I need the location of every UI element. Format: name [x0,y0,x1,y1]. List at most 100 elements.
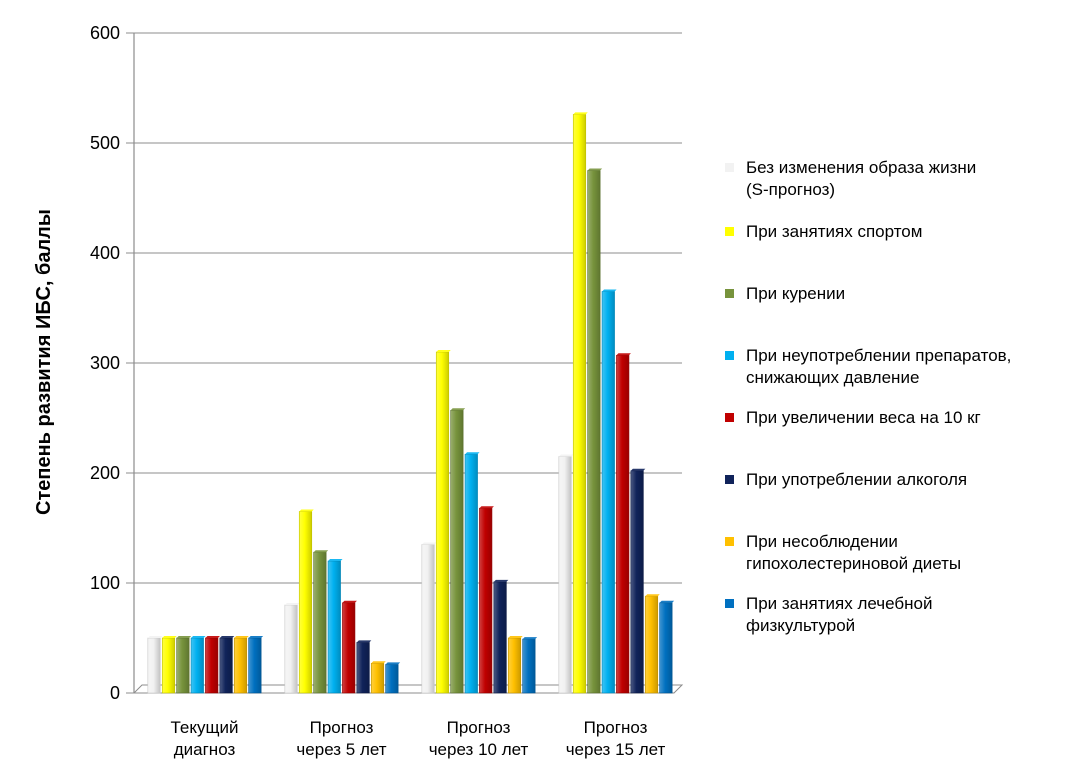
bar-body [435,351,450,694]
bar-body [190,637,204,694]
bar [479,506,494,694]
y-axis-label: Степень развития ИБС, баллы [33,209,55,515]
legend-label: При употреблении алкоголя [746,470,968,489]
bar [522,637,538,694]
bar-body [385,664,399,694]
legend-item: При занятиях спортом [725,221,1076,243]
bar-body [219,637,233,694]
category-label: Прогноз через 10 лет [429,718,529,759]
bar [385,662,401,694]
y-tick-label: 500 [90,133,120,153]
bar-top [522,637,538,640]
bar-top [205,636,220,638]
bar-body [284,604,298,694]
bar-top [176,636,192,638]
bar-top [573,112,588,115]
bar-body [587,170,601,694]
bar [421,542,437,694]
bar-body [558,456,572,694]
bar-body [644,595,659,694]
bar-top [645,594,660,597]
bar-top [313,550,329,553]
bar [190,636,206,694]
bar-top [616,353,631,356]
bar-top [558,454,574,457]
legend-label: При неупотреблении препаратов, снижающих … [746,346,1012,387]
bar-body [659,602,673,694]
legend-label: При увеличении веса на 10 кг [746,408,981,427]
legend-swatch [725,537,734,546]
bar-body [248,637,262,694]
bar [233,636,249,694]
bar-top [371,661,386,664]
bar-top [465,452,480,455]
axes [126,32,684,694]
bar [298,509,314,694]
bar-top [587,168,603,171]
category-label: Текущий диагноз [171,718,239,759]
bar-body [616,354,630,694]
legend-item: Без изменения образа жизни (S-прогноз) [725,157,1076,201]
legend-swatch [725,351,734,360]
y-tick-labels: 0 100 200 300 400 500 600 [90,23,120,703]
bar-top [602,289,617,292]
bar-body [450,409,464,694]
bar [630,468,646,694]
bar-body [572,114,587,694]
bar-top [299,509,314,512]
legend-label: При занятиях спортом [746,222,923,241]
bar [248,636,264,694]
bar-body [161,637,176,694]
bar [435,350,451,694]
bar [342,600,357,694]
bar-body [298,511,313,694]
bar-body [205,637,219,694]
bar-body [313,551,327,694]
bar [219,636,235,694]
bar-body [356,642,370,694]
y-tick-label: 200 [90,463,120,483]
bar-top [493,579,509,582]
bar-top [356,640,372,643]
bar [493,579,509,694]
bar [176,636,192,694]
bar-body [522,638,536,694]
bar-body [370,662,385,694]
bar [147,636,163,694]
bar-top [191,636,206,638]
y-tick-label: 600 [90,23,120,43]
bar-body [147,637,161,694]
bar [616,353,631,694]
legend-item: При несоблюдении гипохолестериновой диеты [725,531,1076,575]
bar-top [162,636,177,638]
bars [147,112,675,694]
legend-label: Без изменения образа жизни (S-прогноз) [746,158,977,199]
bar [601,289,617,694]
bar-body [479,507,493,694]
bar-top [659,600,675,603]
legend-item: При неупотреблении препаратов, снижающих … [725,345,1076,389]
bar-body [601,291,615,694]
bar-top [508,636,523,638]
bar-body [421,544,435,694]
y-tick-label: 0 [110,683,120,703]
bar-body [507,637,522,694]
bar [572,112,588,694]
bar-body [233,637,248,694]
bar-top [450,408,466,411]
bar-top [147,636,163,638]
legend-swatch [725,163,734,172]
bar [161,636,177,694]
bar-top [436,350,451,352]
legend-item: При занятиях лечебной физкультурой [725,593,1076,637]
category-label: Прогноз через 15 лет [566,718,666,759]
bar [464,452,480,694]
bar [284,603,300,694]
bar-top [385,662,401,665]
bar [558,454,574,694]
bar-top [479,506,494,509]
bar-body [464,453,478,694]
bar-top [342,600,357,603]
bar-top [630,468,646,471]
bar-body [342,602,356,694]
